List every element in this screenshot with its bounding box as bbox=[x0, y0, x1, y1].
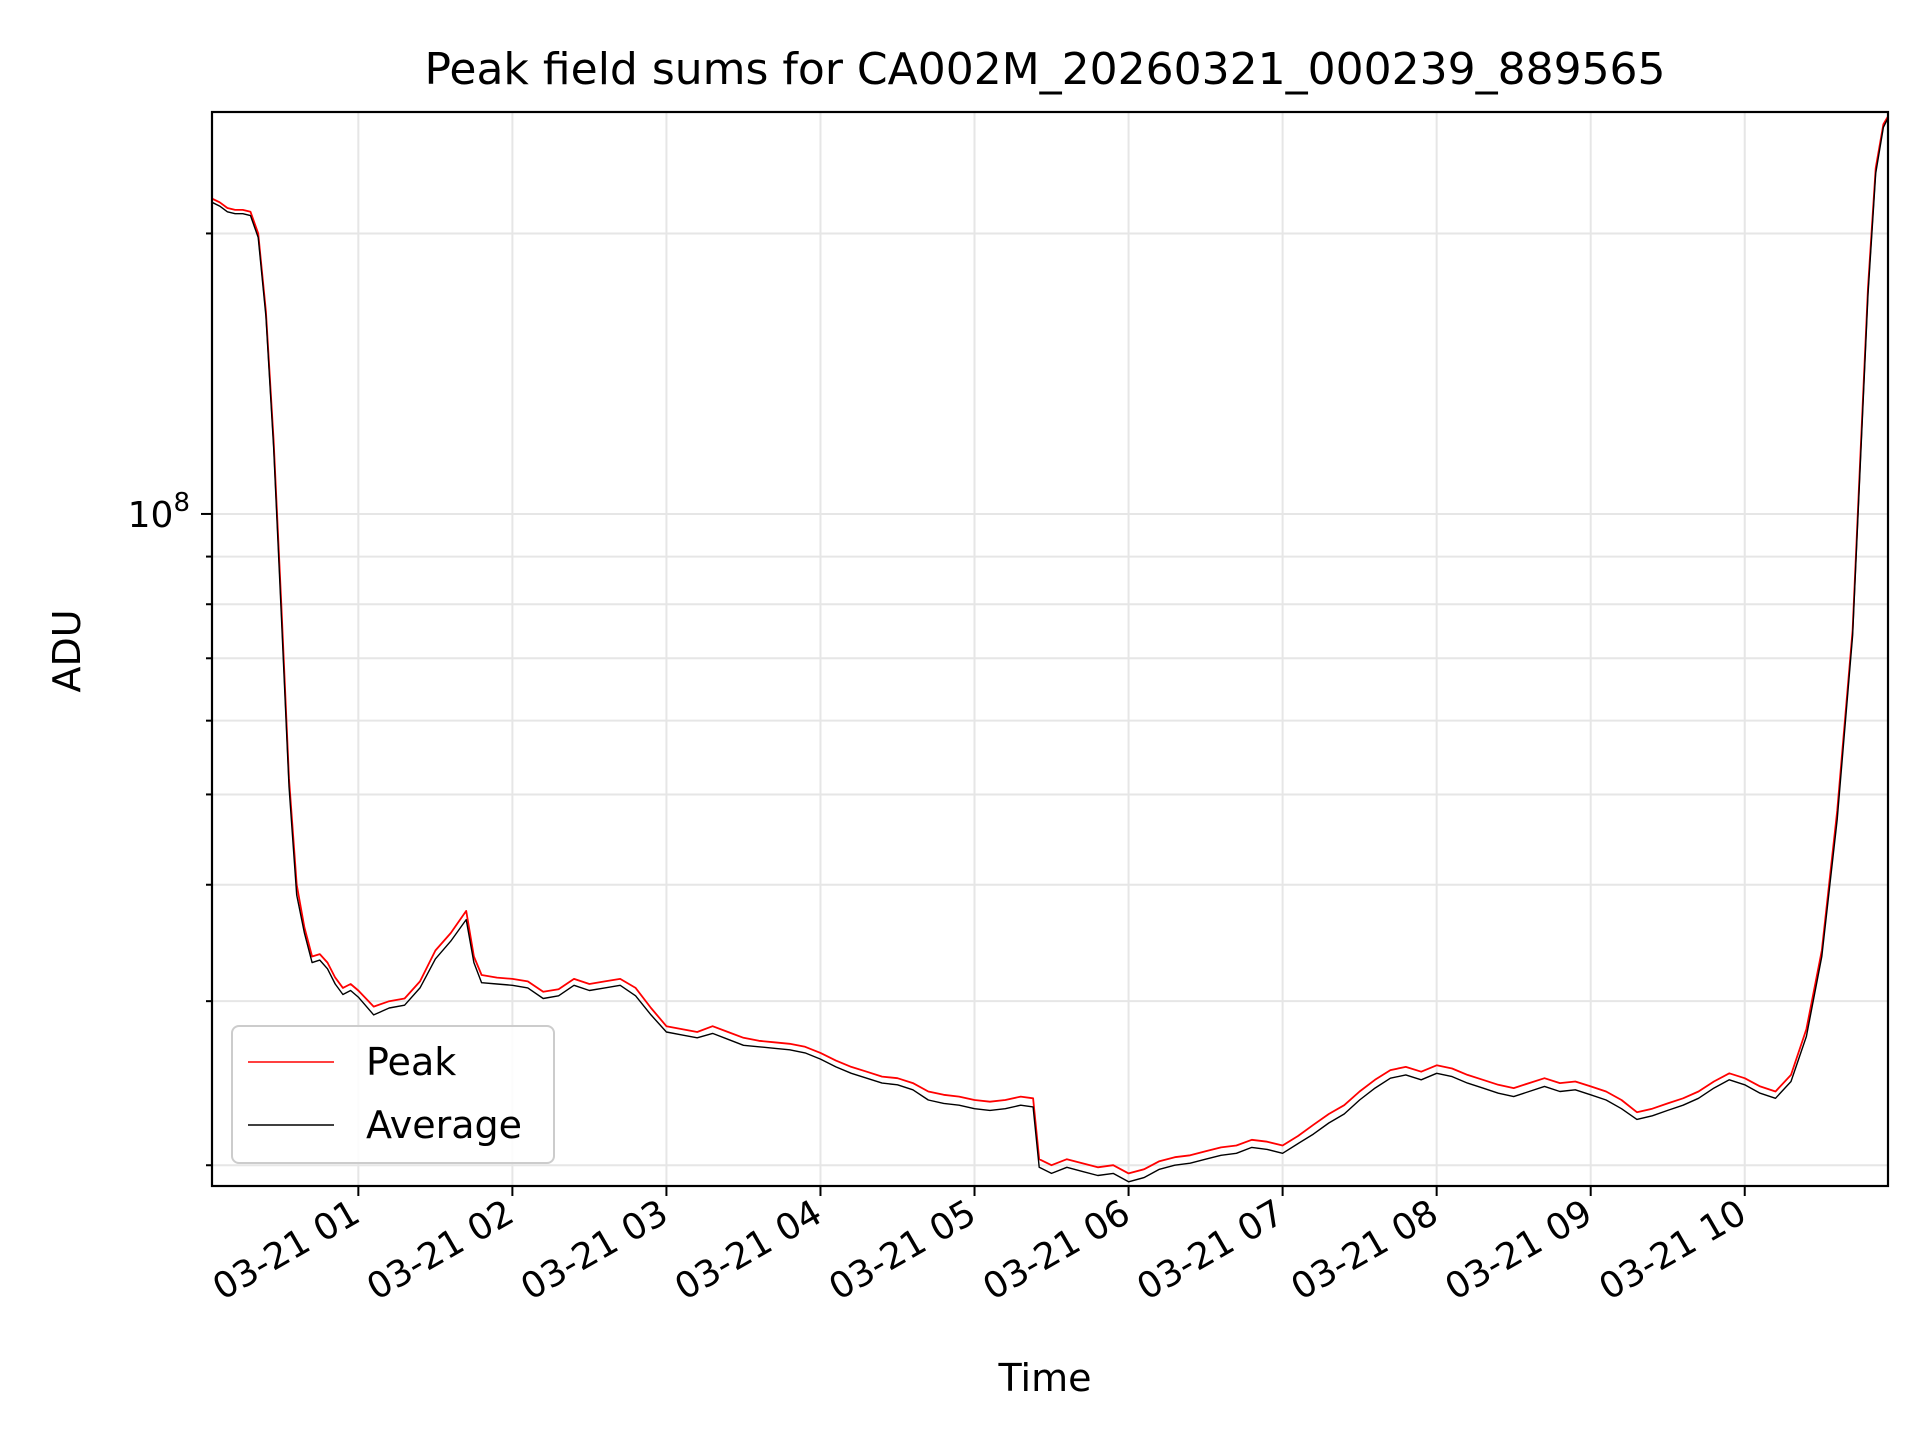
chart-title: Peak field sums for CA002M_20260321_0002… bbox=[424, 44, 1665, 95]
x-axis-title: Time bbox=[998, 1356, 1092, 1400]
legend: Peak Average bbox=[231, 1025, 555, 1164]
legend-box bbox=[231, 1025, 555, 1164]
series-line-peak bbox=[212, 116, 1888, 1175]
y-tick-label: 108 bbox=[128, 488, 190, 536]
series-group bbox=[212, 116, 1888, 1183]
series-line-average bbox=[212, 117, 1888, 1183]
y-axis-ticks: 108 bbox=[128, 232, 212, 1167]
plot-frame bbox=[210, 110, 1890, 1188]
legend-label-peak: Peak bbox=[366, 1040, 456, 1084]
y-axis-title: ADU bbox=[45, 609, 89, 692]
legend-label-average: Average bbox=[366, 1103, 522, 1147]
